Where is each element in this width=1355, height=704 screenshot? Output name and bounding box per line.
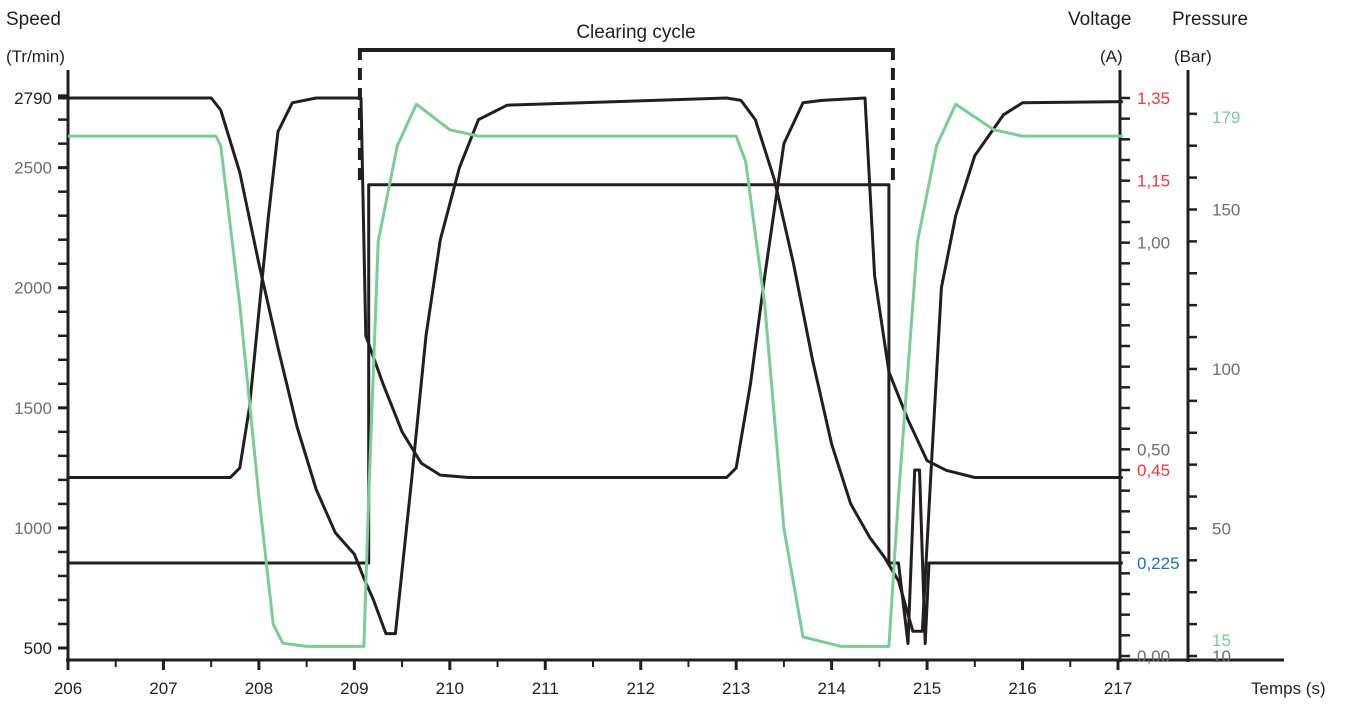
x-tick-label: 215 — [913, 679, 941, 698]
x-tick-label: 213 — [722, 679, 750, 698]
series-line-3 — [68, 96, 1123, 636]
pressure-tick-label: 100 — [1212, 360, 1240, 379]
pressure-tick-label: 179 — [1212, 108, 1240, 127]
voltage-tick-label: 0,00 — [1137, 647, 1170, 666]
x-tick-label: 217 — [1104, 679, 1132, 698]
voltage-tick-label: 0,225 — [1137, 554, 1180, 573]
speed-tick-label: 500 — [24, 639, 52, 658]
series-group — [68, 96, 1123, 648]
speed-axis-unit: (Tr/min) — [6, 47, 65, 66]
x-tick-label: 208 — [245, 679, 273, 698]
x-tick-label: 214 — [817, 679, 845, 698]
ticks-group: 206 207 208 209 210 211 212 213 214 215 216 217 2790… — [14, 89, 1240, 698]
clearing-cycle-label: Clearing cycle — [576, 22, 695, 43]
pressure-axis-unit: (Bar) — [1174, 47, 1212, 66]
speed-tick-label: 2500 — [14, 159, 52, 178]
x-tick-label: 209 — [340, 679, 368, 698]
axes-group — [66, 70, 1284, 662]
pressure-axis-title: Pressure — [1172, 9, 1248, 30]
voltage-axis-title: Voltage — [1068, 9, 1131, 30]
x-tick-label: 216 — [1008, 679, 1036, 698]
pressure-tick-label: 15 — [1212, 631, 1231, 650]
voltage-tick-label: 1,00 — [1137, 234, 1170, 253]
series-line-0 — [68, 96, 1123, 479]
pressure-tick-label: 150 — [1212, 200, 1240, 219]
voltage-tick-label: 0,45 — [1137, 461, 1170, 480]
clearing-cycle-bracket — [357, 48, 895, 180]
voltage-tick-label: 1,15 — [1137, 172, 1170, 191]
voltage-tick-label: 0,50 — [1137, 440, 1170, 459]
x-tick-label: 212 — [627, 679, 655, 698]
x-tick-label: 206 — [54, 679, 82, 698]
voltage-axis-unit: (A) — [1100, 47, 1123, 66]
pressure-tick-label: 10 — [1212, 647, 1231, 666]
speed-tick-label: 2000 — [14, 279, 52, 298]
speed-tick-label: 2790 — [14, 89, 52, 108]
speed-tick-label: 1500 — [14, 399, 52, 418]
x-tick-label: 211 — [532, 679, 559, 698]
series-line-1 — [68, 183, 1123, 646]
voltage-tick-label: 1,35 — [1137, 89, 1170, 108]
speed-axis-title: Speed — [6, 9, 61, 30]
x-axis-label: Temps (s) — [1251, 679, 1326, 698]
x-tick-label: 210 — [436, 679, 464, 698]
series-line-4 — [68, 102, 1123, 648]
speed-tick-label: 1000 — [14, 519, 52, 538]
pressure-tick-label: 50 — [1212, 519, 1231, 538]
x-tick-label: 207 — [149, 679, 177, 698]
